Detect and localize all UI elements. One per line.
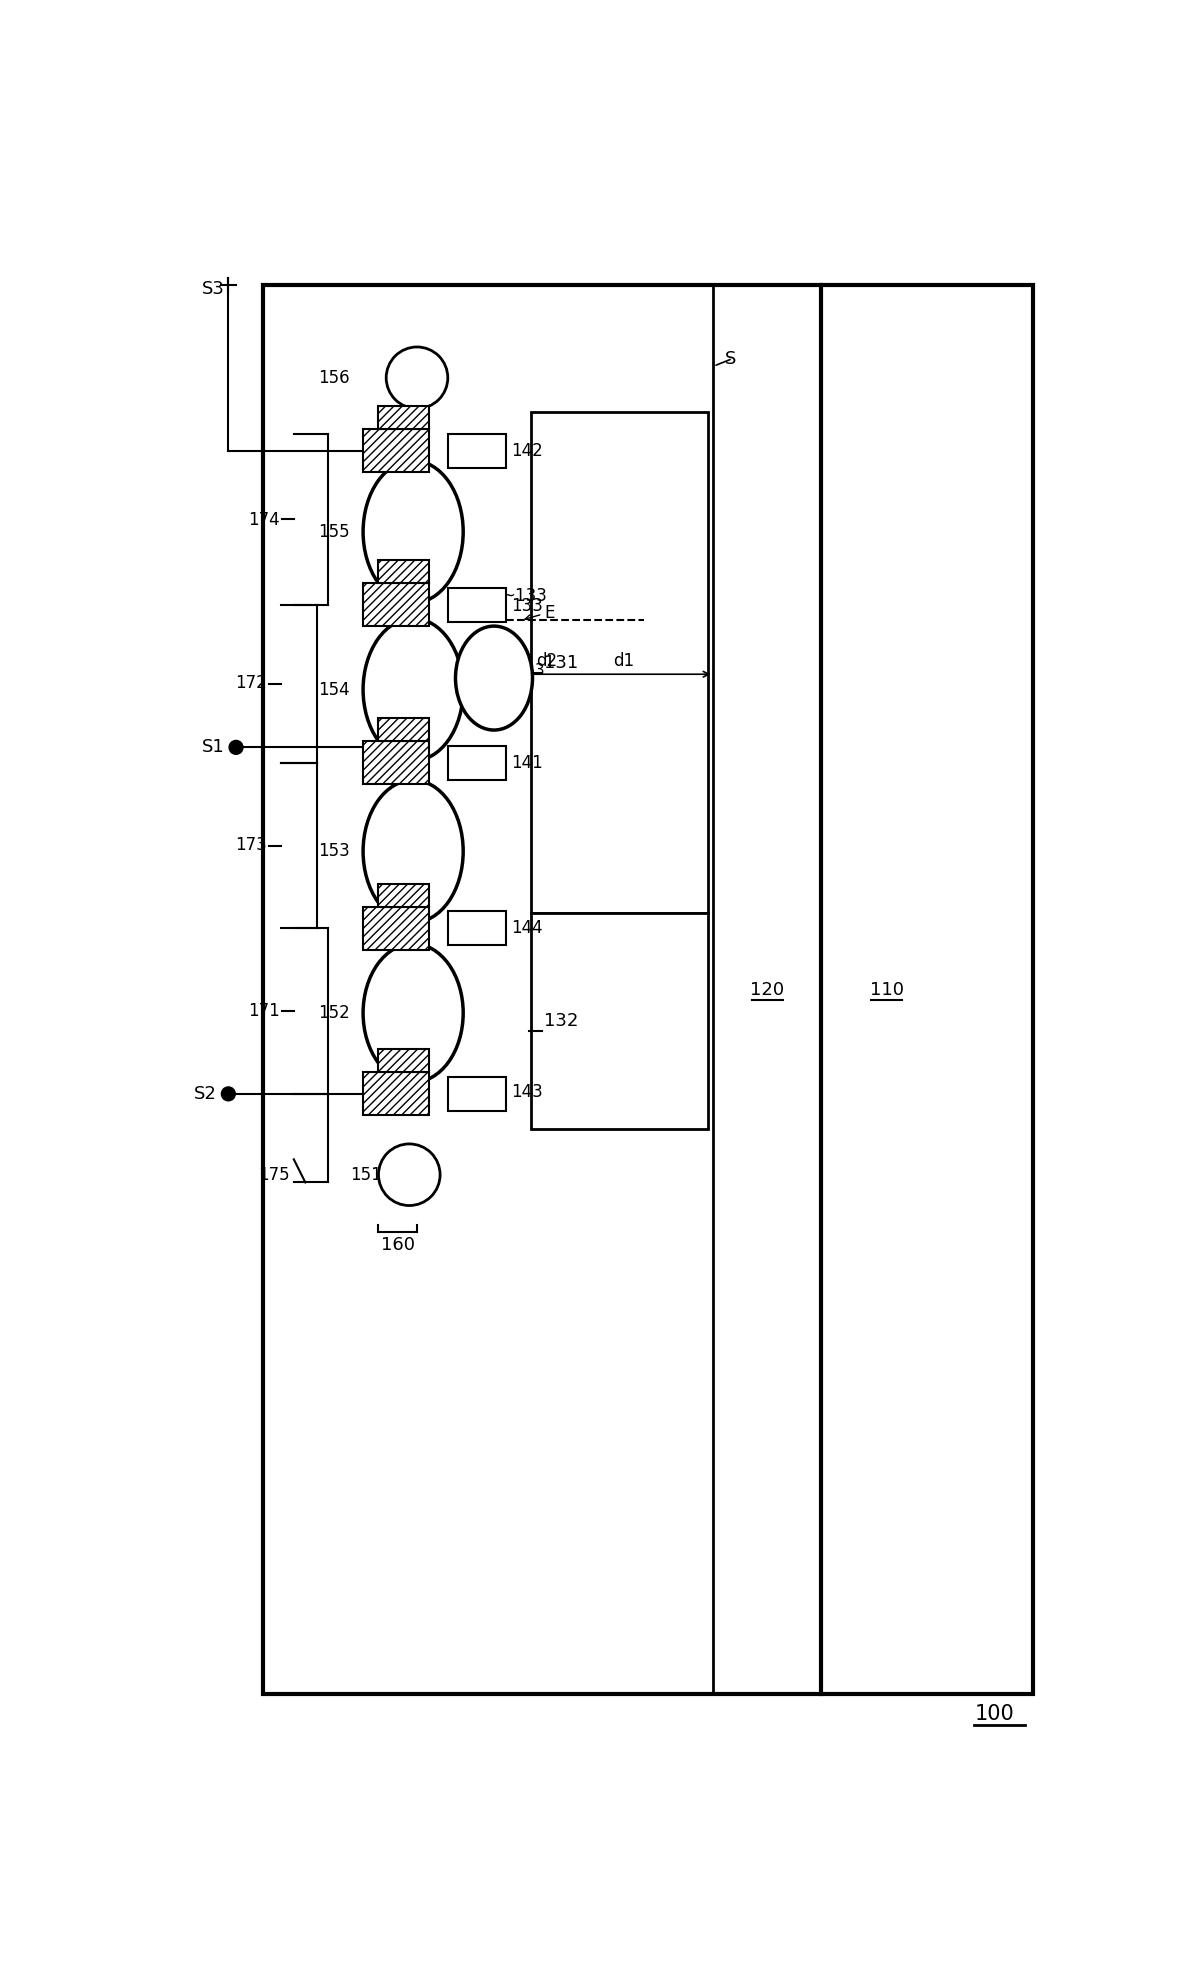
- Bar: [447, 433, 506, 469]
- Ellipse shape: [379, 1143, 440, 1206]
- Text: 174: 174: [248, 512, 280, 529]
- Ellipse shape: [363, 461, 463, 602]
- Bar: [531, 914, 709, 1128]
- Text: L133: L133: [507, 663, 545, 679]
- Circle shape: [229, 741, 243, 755]
- Text: 156: 156: [318, 369, 350, 386]
- Bar: [363, 582, 429, 626]
- Bar: [363, 741, 429, 784]
- Text: 100: 100: [975, 1704, 1015, 1724]
- Text: 142: 142: [510, 441, 542, 461]
- Bar: [264, 286, 1033, 1694]
- Text: d1: d1: [614, 653, 635, 671]
- Text: 153: 153: [318, 843, 350, 861]
- Bar: [363, 1073, 429, 1116]
- Bar: [531, 412, 709, 914]
- Bar: [447, 588, 506, 622]
- Text: 171: 171: [248, 1002, 280, 1020]
- Text: S: S: [725, 349, 736, 367]
- Bar: [379, 561, 429, 582]
- Bar: [379, 406, 429, 429]
- Circle shape: [222, 1086, 235, 1100]
- Text: 131: 131: [544, 653, 578, 673]
- Text: 145: 145: [443, 657, 475, 675]
- Bar: [447, 1077, 506, 1110]
- Text: 173: 173: [235, 835, 267, 855]
- Ellipse shape: [363, 618, 463, 761]
- Text: 151: 151: [350, 1165, 382, 1184]
- Text: E: E: [544, 604, 554, 622]
- Text: 110: 110: [870, 980, 903, 998]
- Text: 172: 172: [235, 675, 267, 692]
- Text: 133: 133: [510, 598, 542, 616]
- Bar: [447, 745, 506, 780]
- Text: 141: 141: [510, 753, 542, 773]
- Text: S2: S2: [193, 1084, 217, 1102]
- Bar: [363, 429, 429, 473]
- Ellipse shape: [363, 780, 463, 922]
- Text: S1: S1: [202, 739, 224, 757]
- Text: 160: 160: [381, 1235, 414, 1255]
- Bar: [379, 1049, 429, 1073]
- Ellipse shape: [456, 626, 533, 729]
- Text: 144: 144: [510, 918, 542, 937]
- Ellipse shape: [386, 347, 447, 408]
- Text: 155: 155: [318, 524, 350, 541]
- Bar: [379, 718, 429, 741]
- Text: 132: 132: [544, 1012, 578, 1030]
- Ellipse shape: [363, 943, 463, 1082]
- Text: d2: d2: [537, 653, 558, 671]
- Text: ~133: ~133: [502, 586, 547, 604]
- Text: 175: 175: [259, 1165, 290, 1184]
- Text: 143: 143: [510, 1082, 542, 1102]
- Text: 154: 154: [318, 680, 350, 698]
- Bar: [447, 912, 506, 945]
- Text: 152: 152: [318, 1004, 350, 1022]
- Text: S3: S3: [202, 280, 224, 298]
- Bar: [363, 906, 429, 949]
- Bar: [379, 884, 429, 906]
- Text: 120: 120: [750, 980, 785, 998]
